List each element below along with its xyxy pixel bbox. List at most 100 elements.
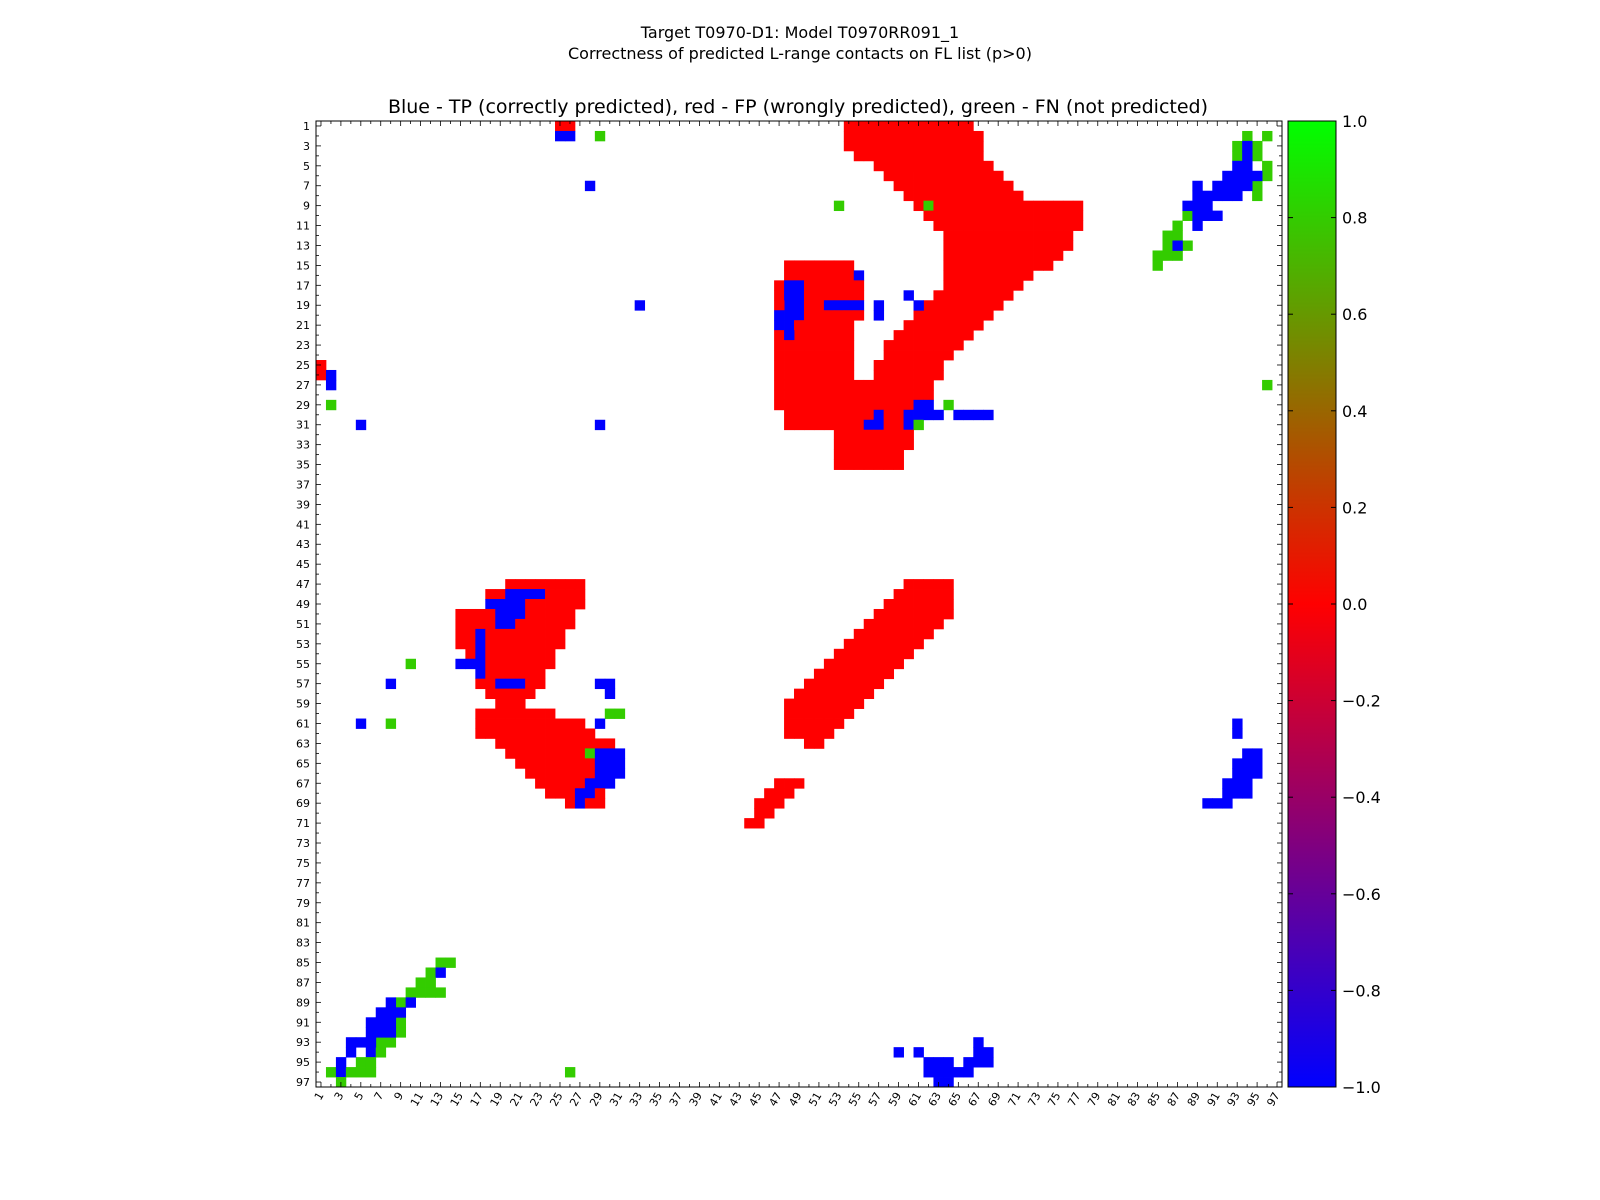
contact-cell-fp — [505, 579, 516, 590]
contact-cell-fp — [913, 628, 924, 640]
contact-cell-fp — [823, 698, 835, 709]
contact-cell-fp — [784, 698, 795, 709]
contact-cell-tp — [784, 310, 795, 321]
contact-cell-tp — [1242, 768, 1253, 779]
contact-cell-fp — [535, 708, 546, 719]
contact-cell-fp — [774, 280, 785, 291]
contact-cell-fp — [973, 230, 984, 241]
contact-cell-tp — [1222, 180, 1233, 192]
contact-cell-fn — [1242, 130, 1253, 142]
contact-cell-fp — [993, 210, 1004, 221]
contact-cell-tp — [963, 1057, 974, 1068]
contact-cell-fp — [973, 250, 984, 261]
contact-cell-fp — [943, 170, 954, 182]
contact-cell-tp — [455, 658, 466, 670]
contact-cell-fp — [574, 728, 586, 739]
contact-cell-fn — [1232, 150, 1243, 162]
contact-cell-fp — [564, 608, 576, 620]
x-tick-label: 87 — [1165, 1090, 1183, 1109]
contact-cell-fp — [963, 210, 974, 221]
contact-cell-fp — [913, 190, 924, 202]
y-tick-label: 9 — [303, 200, 310, 213]
contact-cell-tp — [953, 409, 964, 421]
contact-cell-fp — [893, 638, 904, 650]
contact-cell-fp — [545, 579, 556, 590]
contact-cell-fp — [594, 788, 606, 799]
contact-cell-fp — [1013, 210, 1024, 221]
contact-cell-fp — [1003, 230, 1014, 241]
contact-cell-tp — [385, 1017, 397, 1028]
contact-cell-fp — [774, 788, 785, 799]
contact-cell-fp — [505, 718, 516, 729]
contact-cell-fp — [933, 360, 944, 371]
contact-cell-fp — [853, 130, 865, 142]
contact-cell-tp — [873, 409, 885, 421]
contact-cell-fp — [525, 638, 536, 650]
contact-cell-fp — [545, 638, 556, 650]
y-tick-label: 57 — [296, 678, 310, 691]
y-tick-label: 51 — [296, 618, 310, 631]
contact-cell-fp — [873, 160, 885, 172]
contact-cell-tp — [365, 1037, 377, 1048]
contact-cell-fn — [1182, 210, 1193, 221]
contact-cell-fp — [495, 658, 506, 670]
contact-cell-fp — [774, 290, 785, 301]
contact-cell-fp — [973, 300, 984, 311]
contact-cell-fp — [873, 459, 885, 470]
contact-cell-fp — [1003, 240, 1014, 251]
contact-cell-fp — [893, 599, 904, 610]
y-tick-label: 49 — [296, 598, 310, 611]
contact-cell-fp — [1042, 230, 1054, 241]
contact-cell-tp — [1192, 200, 1203, 212]
contact-cell-fp — [913, 121, 924, 132]
contact-cell-fp — [833, 688, 845, 700]
contact-cell-fp — [813, 310, 825, 321]
contact-cell-tp — [614, 758, 626, 769]
contact-cell-fp — [604, 738, 616, 749]
contact-cell-fp — [316, 369, 327, 381]
chart-title: Blue - TP (correctly predicted), red - F… — [388, 96, 1208, 118]
contact-cell-fp — [953, 290, 964, 301]
contact-cell-fp — [953, 240, 964, 251]
contact-cell-fp — [913, 379, 924, 391]
contact-cell-fp — [1023, 220, 1034, 231]
contact-cell-fp — [863, 389, 875, 401]
colorbar-tick-label: 0.8 — [1342, 209, 1367, 228]
colorbar-tick-label: −0.4 — [1342, 788, 1381, 807]
contact-cell-tp — [325, 369, 337, 381]
contact-cell-fp — [1052, 200, 1064, 212]
contact-cell-fp — [883, 369, 895, 381]
contact-cell-fp — [823, 270, 835, 281]
contact-cell-fp — [883, 648, 895, 660]
contact-cell-fp — [963, 310, 974, 321]
contact-cell-fp — [953, 330, 964, 341]
contact-cell-fp — [833, 280, 845, 291]
contact-cell-tp — [355, 1037, 367, 1048]
contact-cell-fp — [893, 399, 904, 411]
contact-cell-fp — [564, 748, 576, 759]
contact-cell-fp — [943, 130, 954, 142]
contact-cell-tp — [325, 379, 337, 391]
contact-cell-fp — [535, 648, 546, 660]
contact-cell-fp — [555, 778, 566, 789]
contact-cell-tp — [1202, 200, 1213, 212]
x-tick-label: 95 — [1244, 1090, 1262, 1109]
contact-cell-fp — [794, 688, 805, 700]
contact-cell-fp — [853, 449, 865, 460]
x-tick-label: 11 — [408, 1090, 426, 1109]
contact-cell-tp — [1232, 170, 1243, 182]
contact-cell-fp — [1013, 250, 1024, 261]
contact-cell-fp — [843, 698, 855, 709]
contact-cell-fp — [784, 778, 795, 789]
contact-cell-fp — [813, 369, 825, 381]
contact-cell-fp — [843, 130, 855, 142]
contact-cell-fp — [1023, 260, 1034, 271]
contact-cell-fp — [983, 230, 994, 241]
contact-cell-fp — [853, 439, 865, 451]
contact-cell-fp — [883, 459, 895, 470]
contact-cell-fp — [883, 140, 895, 152]
contact-cell-fp — [943, 150, 954, 162]
x-tick-label: 67 — [966, 1090, 984, 1109]
x-tick-label: 65 — [946, 1090, 964, 1109]
contact-cell-fp — [973, 140, 984, 152]
